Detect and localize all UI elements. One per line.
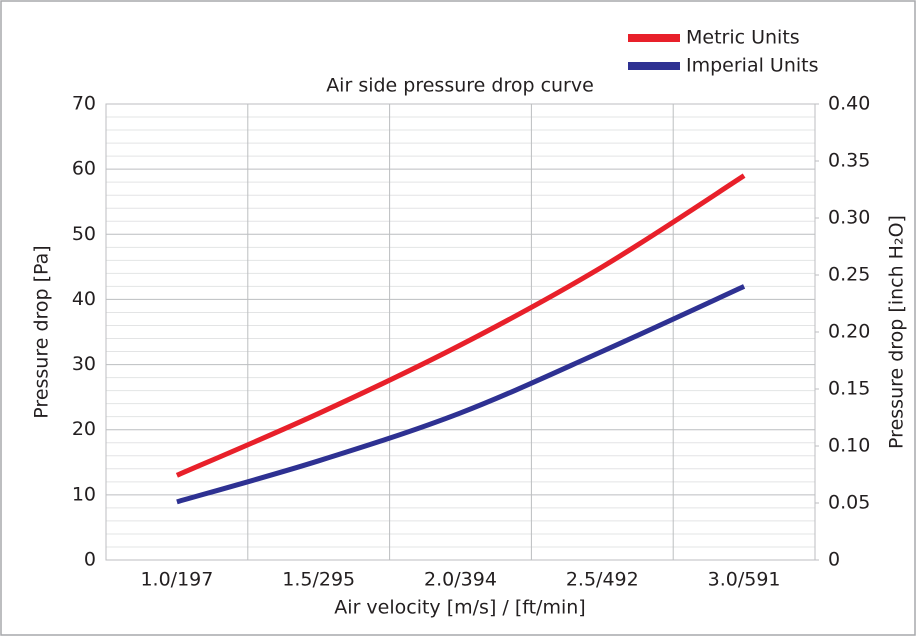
y-tick-label: 30 xyxy=(72,353,96,375)
x-tick-label: 2.5/492 xyxy=(566,569,639,591)
y2-tick-label: 0 xyxy=(828,549,840,571)
plot-border xyxy=(105,103,816,561)
y2-tick-label: 0.35 xyxy=(828,150,870,172)
y2-tick-label: 0.30 xyxy=(828,207,870,229)
legend-label: Imperial Units xyxy=(686,55,819,77)
data-line xyxy=(176,284,746,505)
x-tick-label: 3.0/591 xyxy=(708,569,781,591)
y-axis-label: Pressure drop [Pa] xyxy=(31,245,53,418)
y2-tick-label: 0.20 xyxy=(828,321,870,343)
legend-label: Metric Units xyxy=(686,27,800,49)
y2-axis-label: Pressure drop [inch H₂O] xyxy=(886,215,908,449)
chart-title: Air side pressure drop curve xyxy=(326,75,594,97)
y-tick-label: 0 xyxy=(84,549,96,571)
x-tick-label: 2.0/394 xyxy=(424,569,497,591)
x-tick-label: 1.5/295 xyxy=(282,569,355,591)
y2-tick-label: 0.40 xyxy=(828,93,870,115)
y-tick-label: 70 xyxy=(72,93,96,115)
data-line xyxy=(175,173,746,478)
y2-tick-label: 0.25 xyxy=(828,264,870,286)
y-tick-label: 20 xyxy=(72,418,96,440)
grid xyxy=(105,103,819,561)
y-tick-label: 50 xyxy=(72,223,96,245)
x-tick-label: 1.0/197 xyxy=(140,569,213,591)
x-axis-label: Air velocity [m/s] / [ft/min] xyxy=(334,597,585,619)
y-tick-label: 10 xyxy=(72,483,96,505)
y2-tick-label: 0.10 xyxy=(828,435,870,457)
y-tick-label: 40 xyxy=(72,288,96,310)
y2-tick-label: 0.05 xyxy=(828,492,870,514)
y2-tick-label: 0.15 xyxy=(828,378,870,400)
y-tick-label: 60 xyxy=(72,158,96,180)
